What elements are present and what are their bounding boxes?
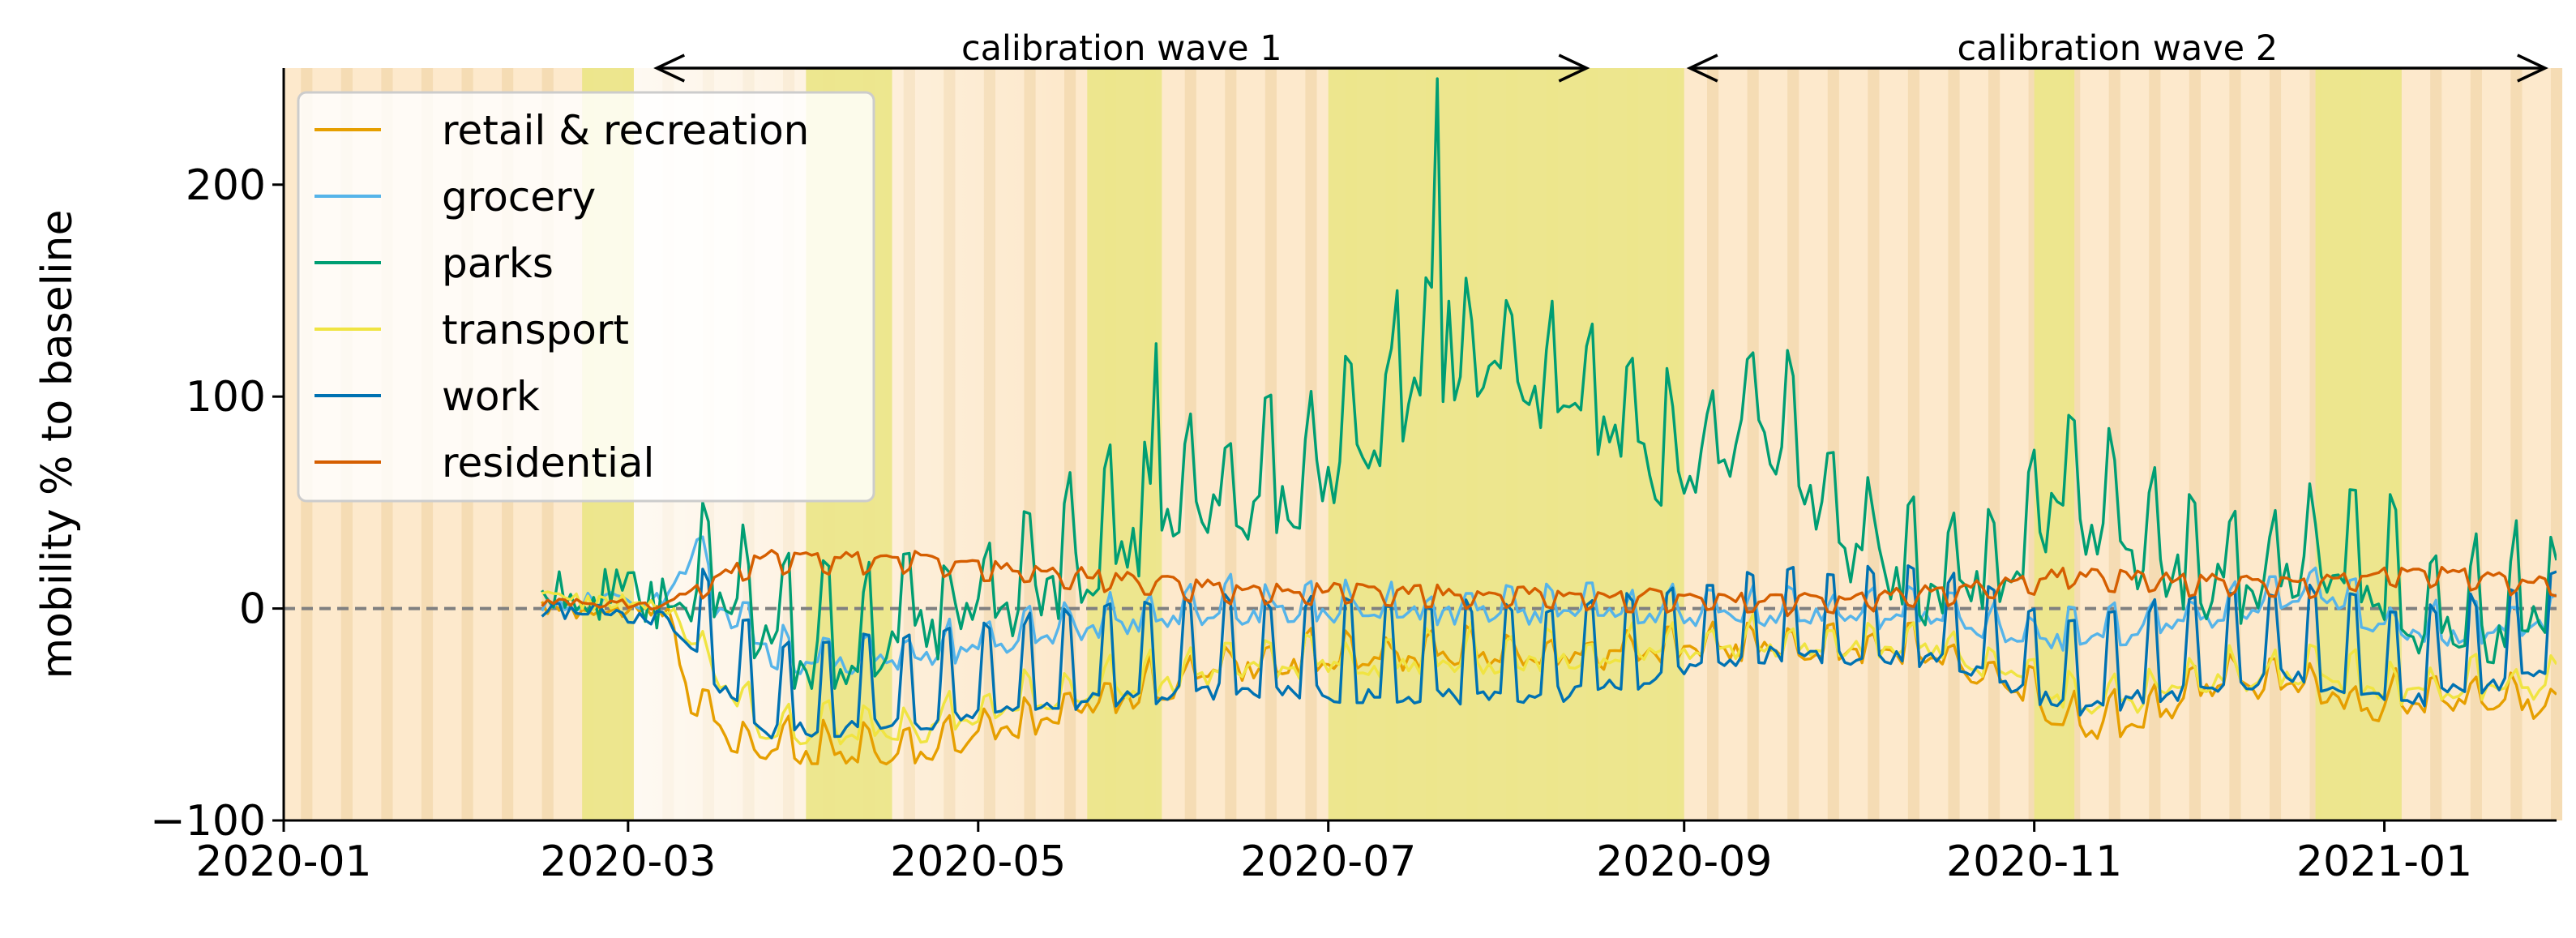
weekend-stripe bbox=[1868, 68, 1880, 820]
weekend-stripe bbox=[2229, 68, 2241, 820]
series-line-transport bbox=[541, 590, 2557, 746]
y-tick-label: 100 bbox=[186, 373, 266, 422]
weekend-stripe bbox=[1063, 68, 1076, 820]
x-tick-label: 2020-05 bbox=[890, 837, 1066, 886]
x-tick-label: 2020-11 bbox=[1946, 837, 2122, 886]
intervention-period bbox=[2315, 68, 2402, 820]
series-line-parks bbox=[541, 77, 2557, 690]
arrow-head-right bbox=[1558, 54, 1590, 83]
series-layer bbox=[284, 77, 2557, 766]
weekend-stripe bbox=[1988, 68, 2000, 820]
y-tick-label: 200 bbox=[186, 161, 266, 210]
legend-label: work bbox=[442, 373, 540, 420]
legend-label: grocery bbox=[442, 173, 596, 221]
arrow-head-right bbox=[2517, 54, 2548, 83]
legend-label: residential bbox=[442, 439, 654, 486]
y-tick-label: −100 bbox=[150, 797, 266, 846]
x-tick-label: 2020-07 bbox=[1240, 837, 1416, 886]
legend-label: transport bbox=[442, 306, 629, 353]
series-line-grocery bbox=[541, 535, 2557, 675]
x-tick-label: 2021-01 bbox=[2296, 837, 2472, 886]
legend-label: parks bbox=[442, 240, 554, 287]
weekend-stripe bbox=[1184, 68, 1196, 820]
axes-layer: −100 0 100 200 2020-01 2020-03 2020-05 2020-07 2… bbox=[33, 68, 2557, 886]
intervention-period bbox=[1328, 68, 1684, 820]
weekend-stripe bbox=[2269, 68, 2282, 820]
weekend-stripe bbox=[1747, 68, 1759, 820]
y-axis-label: mobility % to baseline bbox=[33, 210, 82, 679]
weekend-stripe bbox=[1948, 68, 1960, 820]
x-tick-label: 2020-09 bbox=[1596, 837, 1772, 886]
x-tick-label: 2020-03 bbox=[540, 837, 716, 886]
weekend-stripe bbox=[2470, 68, 2482, 820]
arrow-head-left bbox=[653, 54, 685, 83]
annotation-label: calibration wave 1 bbox=[961, 28, 1282, 69]
x-tick-label: 2020-01 bbox=[195, 837, 371, 886]
legend-box bbox=[297, 91, 875, 503]
series-line-retail-recreation bbox=[541, 601, 2557, 766]
weekend-stripe bbox=[1827, 68, 1839, 820]
legend: retail & recreation grocery parks transport… bbox=[297, 91, 875, 503]
annotation-layer: calibration wave 1 calibration wave 2 bbox=[653, 28, 2548, 83]
weekend-stripe bbox=[2430, 68, 2442, 820]
y-tick-label: 0 bbox=[239, 585, 266, 634]
weekend-stripe bbox=[2550, 68, 2563, 820]
series-line-work bbox=[541, 564, 2557, 739]
weekend-stripe bbox=[1907, 68, 1920, 820]
arrow-head-left bbox=[1686, 54, 1718, 83]
series-line-residential bbox=[541, 549, 2557, 618]
weekend-stripe bbox=[2189, 68, 2201, 820]
weekend-stripe bbox=[1264, 68, 1277, 820]
annotation-label: calibration wave 2 bbox=[1957, 28, 2278, 69]
legend-label: retail & recreation bbox=[442, 107, 809, 154]
